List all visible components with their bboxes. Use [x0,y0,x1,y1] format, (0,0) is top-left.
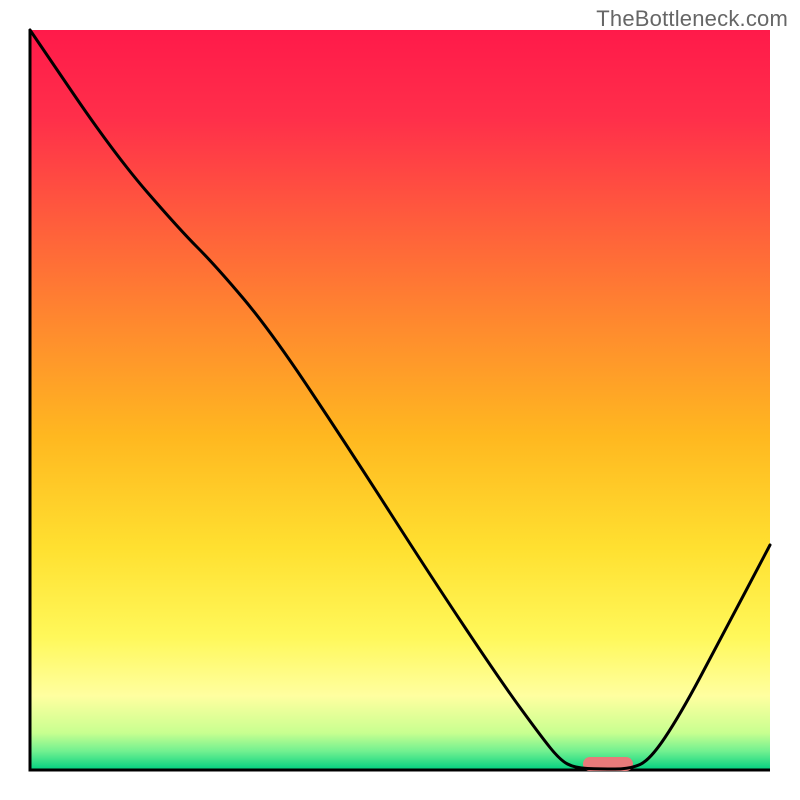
watermark-text: TheBottleneck.com [596,6,788,32]
plot-background [30,30,770,770]
chart-container: TheBottleneck.com [0,0,800,800]
bottleneck-chart [0,0,800,800]
